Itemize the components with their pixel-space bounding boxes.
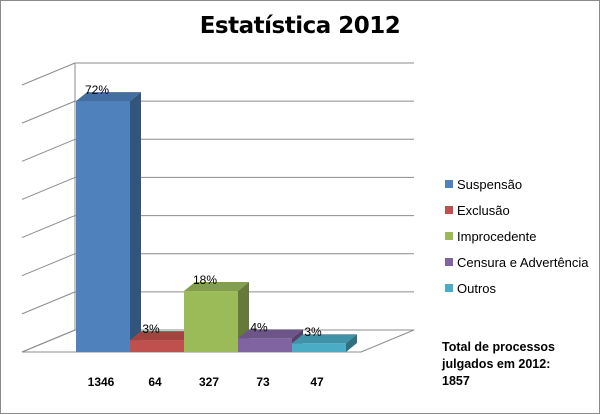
- bar-top-exclusao: [130, 331, 195, 341]
- value-label-suspensao: 1346: [88, 375, 115, 389]
- gridline-side: [21, 138, 76, 162]
- bar-side-outros: [346, 334, 357, 352]
- legend-item-exclusao: Exclusão: [445, 197, 589, 223]
- legend-item-improcedente: Improcedente: [445, 223, 589, 249]
- legend-label-censura: Censura e Advertência: [457, 254, 589, 270]
- percent-label-improcedente: 18%: [193, 273, 217, 287]
- bar-top-censura: [238, 329, 303, 339]
- gridline-side: [21, 253, 76, 277]
- chart-title: Estatística 2012: [199, 13, 401, 39]
- percent-label-outros: 3%: [304, 325, 322, 339]
- gridline-side: [21, 100, 76, 124]
- legend-label-exclusao: Exclusão: [457, 202, 510, 218]
- legend-label-improcedente: Improcedente: [457, 228, 537, 244]
- bar-outros: [292, 343, 346, 352]
- gridline-side: [21, 176, 76, 200]
- total-line-2: julgados em 2012:: [442, 357, 551, 371]
- bar-top-suspensao: [76, 92, 141, 102]
- value-label-outros: 47: [310, 375, 324, 389]
- gridline-side: [21, 215, 76, 239]
- bar-censura: [238, 338, 292, 352]
- gridline-side: [21, 291, 76, 315]
- total-line-1: Total de processos: [442, 340, 555, 354]
- value-label-censura: 73: [256, 375, 270, 389]
- gridline-side: [21, 329, 76, 353]
- value-label-improcedente: 327: [199, 375, 219, 389]
- legend-label-suspensao: Suspensão: [457, 176, 523, 192]
- bar-suspensao: [76, 101, 130, 353]
- legend-item-outros: Outros: [445, 275, 589, 301]
- bar-side-suspensao: [130, 92, 141, 353]
- legend: Suspensão Exclusão Improcedente Censura …: [445, 171, 589, 301]
- bar-top-outros: [292, 334, 357, 344]
- percent-label-suspensao: 72%: [85, 83, 109, 97]
- total-annotation: Total de processos julgados em 2012: 185…: [442, 339, 592, 390]
- total-line-3: 1857: [442, 374, 470, 388]
- legend-item-censura: Censura e Advertência: [445, 249, 589, 275]
- gridline-side: [21, 62, 76, 86]
- legend-swatch-improcedente: [445, 232, 453, 240]
- bar-top-improcedente: [184, 282, 249, 292]
- legend-item-suspensao: Suspensão: [445, 171, 589, 197]
- legend-label-outros: Outros: [457, 280, 497, 296]
- legend-swatch-exclusao: [445, 206, 453, 214]
- legend-swatch-outros: [445, 284, 453, 292]
- legend-swatch-suspensao: [445, 180, 453, 188]
- legend-swatch-censura: [445, 258, 453, 266]
- bar-exclusao: [130, 340, 184, 352]
- bar-improcedente: [184, 291, 238, 352]
- value-label-exclusao: 64: [148, 375, 162, 389]
- percent-label-exclusao: 3%: [142, 322, 160, 336]
- percent-label-censura: 4%: [250, 320, 268, 334]
